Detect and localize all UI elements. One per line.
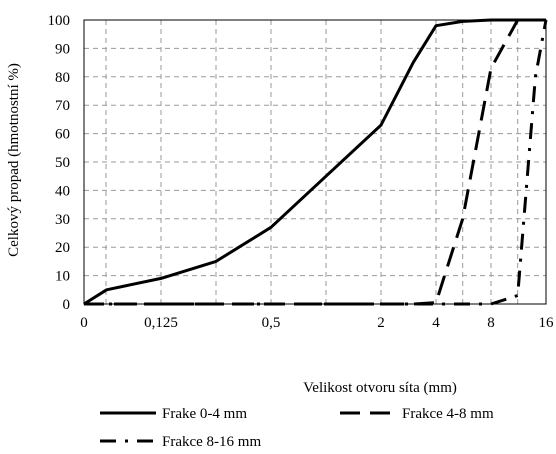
x-tick-label: 4 [432,315,440,331]
series-layer [83,18,548,306]
y-axis-label: Celkový propad (hmotnostní %) [6,63,22,257]
series-line-1 [83,18,546,306]
y-tick-label: 70 [55,98,70,114]
x-tick-label: 2 [377,315,385,331]
tick-labels: 0 10 20 30 40 50 60 70 80 90 100 0 0,125 0,5 2 4 8 16 [48,13,555,331]
y-tick-label: 100 [48,13,71,29]
plot-frame [83,19,547,305]
legend: Frake 0-4 mm Frakce 4-8 mm Frakce 8-16 mm [100,406,494,450]
y-tick-label: 60 [55,127,70,143]
y-tick-label: 40 [55,183,70,199]
series-line-2 [84,18,546,306]
x-tick-label: 0 [80,315,88,331]
x-axis-label: Velikost otvoru síta (mm) [303,380,457,396]
x-tick-label: 0,5 [262,315,281,331]
y-tick-label: 90 [55,41,70,57]
y-tick-label: 0 [63,297,71,313]
y-tick-label: 30 [55,212,70,228]
x-tick-label: 16 [539,315,555,331]
x-tick-label: 0,125 [144,315,178,331]
y-tick-label: 50 [55,155,70,171]
y-tick-label: 20 [55,240,70,256]
legend-label-2: Frakce 4-8 mm [402,406,494,422]
legend-label-1: Frake 0-4 mm [162,406,247,422]
y-tick-label: 80 [55,70,70,86]
grid [84,20,546,304]
y-tick-label: 10 [55,269,70,285]
legend-label-3: Frakce 8-16 mm [162,434,261,450]
series-line-3 [84,19,548,306]
x-tick-label: 8 [487,315,495,331]
